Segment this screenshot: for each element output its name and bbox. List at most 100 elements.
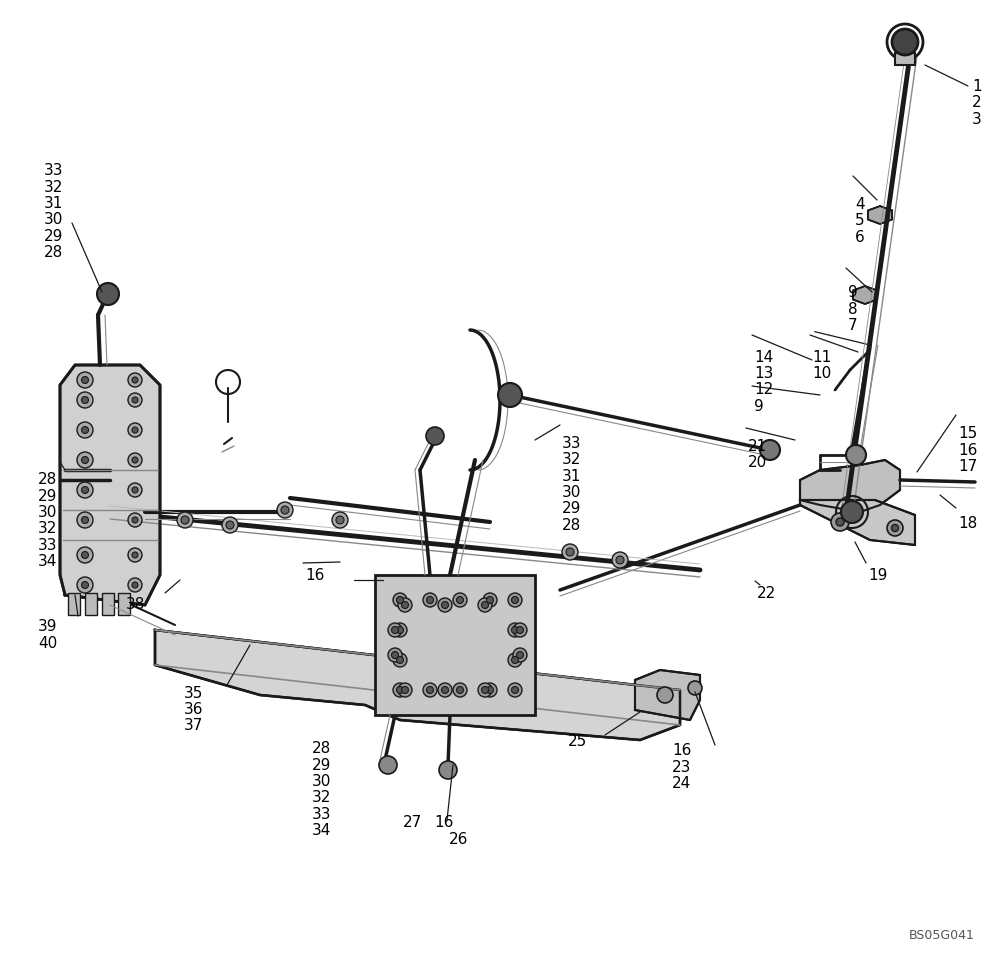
Text: 28: 28 — [562, 517, 581, 533]
Circle shape — [77, 547, 93, 563]
Text: 29: 29 — [312, 757, 331, 773]
Circle shape — [393, 623, 407, 637]
Text: 26: 26 — [449, 831, 468, 847]
Circle shape — [396, 596, 404, 604]
Circle shape — [77, 422, 93, 438]
Text: 35: 35 — [184, 685, 203, 701]
Text: 30: 30 — [562, 485, 581, 500]
Circle shape — [483, 593, 497, 607]
Circle shape — [892, 524, 898, 532]
Circle shape — [393, 653, 407, 667]
Circle shape — [77, 577, 93, 593]
Circle shape — [836, 518, 844, 526]
Text: 13: 13 — [754, 366, 773, 381]
Bar — [68, 593, 80, 615]
Polygon shape — [853, 286, 877, 304]
Circle shape — [132, 552, 138, 558]
Text: 9: 9 — [848, 285, 858, 300]
Circle shape — [132, 427, 138, 433]
Circle shape — [439, 761, 457, 779]
Text: 10: 10 — [812, 366, 831, 381]
Circle shape — [392, 627, 398, 634]
Circle shape — [336, 516, 344, 524]
Text: 32: 32 — [312, 790, 331, 805]
Text: 29: 29 — [562, 501, 581, 516]
Circle shape — [426, 686, 434, 693]
Circle shape — [423, 593, 437, 607]
Text: 20: 20 — [748, 455, 767, 470]
Circle shape — [486, 596, 494, 604]
Text: 16: 16 — [434, 815, 453, 830]
Circle shape — [438, 683, 452, 697]
Circle shape — [82, 516, 88, 523]
Circle shape — [442, 602, 448, 609]
Circle shape — [388, 623, 402, 637]
Circle shape — [128, 578, 142, 592]
Circle shape — [77, 482, 93, 498]
Circle shape — [132, 397, 138, 403]
Text: 6: 6 — [855, 229, 865, 245]
Text: 38: 38 — [126, 597, 145, 612]
Bar — [375, 575, 535, 715]
Text: 31: 31 — [562, 468, 581, 484]
Circle shape — [562, 544, 578, 560]
Text: 8: 8 — [848, 301, 858, 317]
Polygon shape — [155, 630, 680, 740]
Circle shape — [132, 487, 138, 493]
Text: 29: 29 — [38, 489, 57, 504]
Text: 25: 25 — [568, 733, 587, 749]
Text: 28: 28 — [312, 741, 331, 756]
Circle shape — [846, 445, 866, 465]
Text: BS05G041: BS05G041 — [909, 929, 975, 942]
Circle shape — [442, 686, 448, 693]
Text: 7: 7 — [848, 318, 858, 333]
Circle shape — [478, 598, 492, 612]
Circle shape — [453, 683, 467, 697]
Text: 15: 15 — [958, 426, 977, 442]
Text: 24: 24 — [672, 776, 691, 791]
Circle shape — [513, 648, 527, 662]
Text: 3: 3 — [972, 111, 982, 127]
Text: 4: 4 — [855, 197, 865, 212]
Circle shape — [438, 598, 452, 612]
Text: 39: 39 — [38, 619, 58, 635]
Circle shape — [128, 373, 142, 387]
Text: 33: 33 — [312, 806, 332, 822]
Circle shape — [478, 683, 492, 697]
Polygon shape — [800, 500, 915, 545]
Circle shape — [483, 683, 497, 697]
Text: 12: 12 — [754, 382, 773, 397]
Text: 5: 5 — [855, 213, 865, 228]
Circle shape — [128, 513, 142, 527]
Text: 33: 33 — [44, 163, 64, 179]
Text: 16: 16 — [305, 568, 324, 584]
Text: 32: 32 — [562, 452, 581, 468]
Circle shape — [82, 457, 88, 464]
Circle shape — [482, 686, 488, 693]
Circle shape — [512, 596, 518, 604]
Circle shape — [181, 516, 189, 524]
Circle shape — [892, 29, 918, 55]
Text: 9: 9 — [754, 398, 764, 414]
Text: 2: 2 — [972, 95, 982, 110]
Circle shape — [398, 598, 412, 612]
Circle shape — [612, 552, 628, 568]
Circle shape — [841, 501, 863, 523]
Text: 22: 22 — [757, 586, 776, 601]
Circle shape — [516, 627, 524, 634]
Circle shape — [456, 686, 464, 693]
Circle shape — [128, 393, 142, 407]
Circle shape — [453, 593, 467, 607]
Circle shape — [132, 457, 138, 463]
Text: 30: 30 — [38, 505, 57, 520]
Circle shape — [82, 376, 88, 383]
Circle shape — [508, 623, 522, 637]
Text: 31: 31 — [44, 196, 63, 211]
Text: 27: 27 — [403, 815, 422, 830]
Circle shape — [887, 520, 903, 536]
Circle shape — [77, 452, 93, 468]
Bar — [102, 593, 114, 615]
Text: 16: 16 — [958, 443, 977, 458]
Polygon shape — [868, 206, 892, 224]
Circle shape — [388, 648, 402, 662]
